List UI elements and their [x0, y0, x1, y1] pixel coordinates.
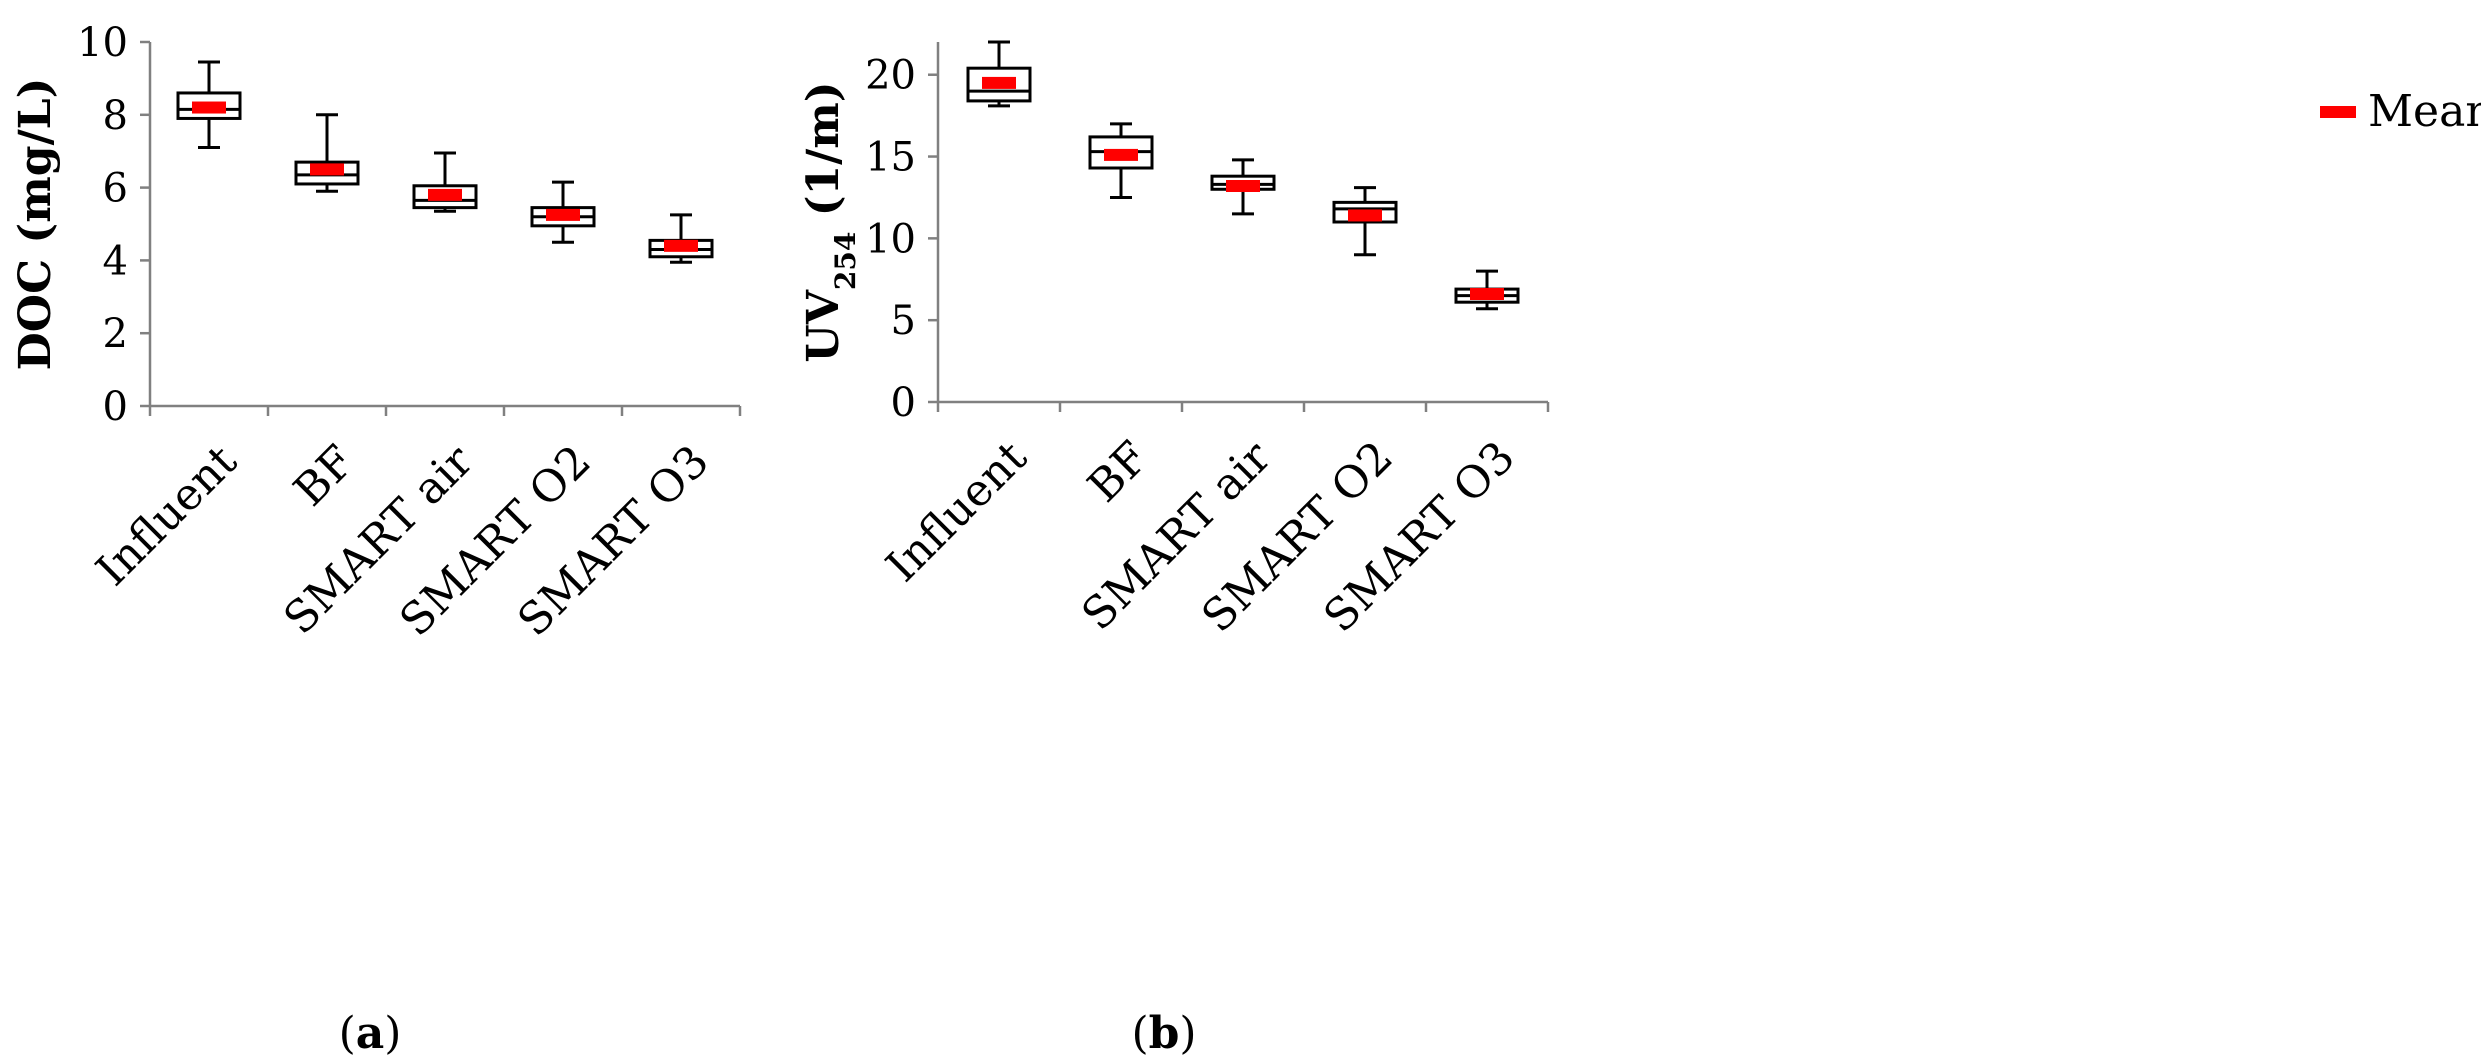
- mean-marker: [428, 188, 462, 201]
- box-smart-o3: [1454, 269, 1520, 311]
- y-axis-title-main: UV: [798, 289, 849, 362]
- box-smart-air: [412, 151, 478, 213]
- mean-marker: [1226, 180, 1260, 192]
- y-tick-label: 20: [865, 53, 916, 99]
- y-tick-label: 15: [865, 135, 916, 181]
- y-tick-label: 4: [103, 238, 128, 284]
- box-smart-o2: [530, 180, 596, 244]
- y-tick-label: 10: [865, 216, 916, 262]
- panel-label-letter: a: [356, 1008, 385, 1059]
- box-bf: [294, 113, 360, 193]
- y-axis-title: UV254 (1/m): [798, 81, 862, 362]
- y-axis-title: DOC (mg/L): [10, 78, 61, 371]
- panel-label-close: ): [384, 1008, 401, 1059]
- legend-label: Mean: [2368, 86, 2481, 137]
- panel-label-open: (: [339, 1008, 356, 1059]
- box-smart-o3: [648, 213, 714, 264]
- panel-label-close: ): [1179, 1008, 1196, 1059]
- panel-label: (b): [1131, 1008, 1196, 1059]
- box-bf: [1088, 122, 1154, 199]
- y-axis-title-unit: (1/m): [798, 81, 849, 231]
- y-tick-label: 5: [891, 298, 916, 344]
- box-influent: [176, 60, 242, 150]
- mean-marker: [664, 239, 698, 252]
- iqr-box: [176, 91, 242, 120]
- y-tick-label: 2: [103, 311, 128, 357]
- box-smart-o2: [1332, 186, 1398, 257]
- y-tick-label: 8: [103, 93, 128, 139]
- y-axis-title-subscript: 254: [829, 232, 862, 290]
- y-tick-label: 6: [103, 166, 128, 212]
- mean-marker: [982, 76, 1016, 89]
- panel-label-letter: b: [1149, 1008, 1180, 1059]
- mean-marker: [1470, 288, 1504, 300]
- mean-marker: [1104, 148, 1138, 161]
- mean-marker: [192, 101, 226, 114]
- panel-label: (a): [339, 1008, 402, 1059]
- y-tick-label: 0: [103, 384, 128, 430]
- box-smart-air: [1210, 158, 1276, 216]
- mean-marker: [310, 163, 344, 176]
- mean-marker: [546, 208, 580, 221]
- box-influent: [966, 40, 1032, 108]
- y-tick-label: 10: [77, 20, 128, 66]
- legend-mean-marker: [2320, 106, 2356, 118]
- y-tick-label: 0: [891, 380, 916, 426]
- mean-marker: [1348, 209, 1382, 222]
- panel-label-open: (: [1131, 1008, 1148, 1059]
